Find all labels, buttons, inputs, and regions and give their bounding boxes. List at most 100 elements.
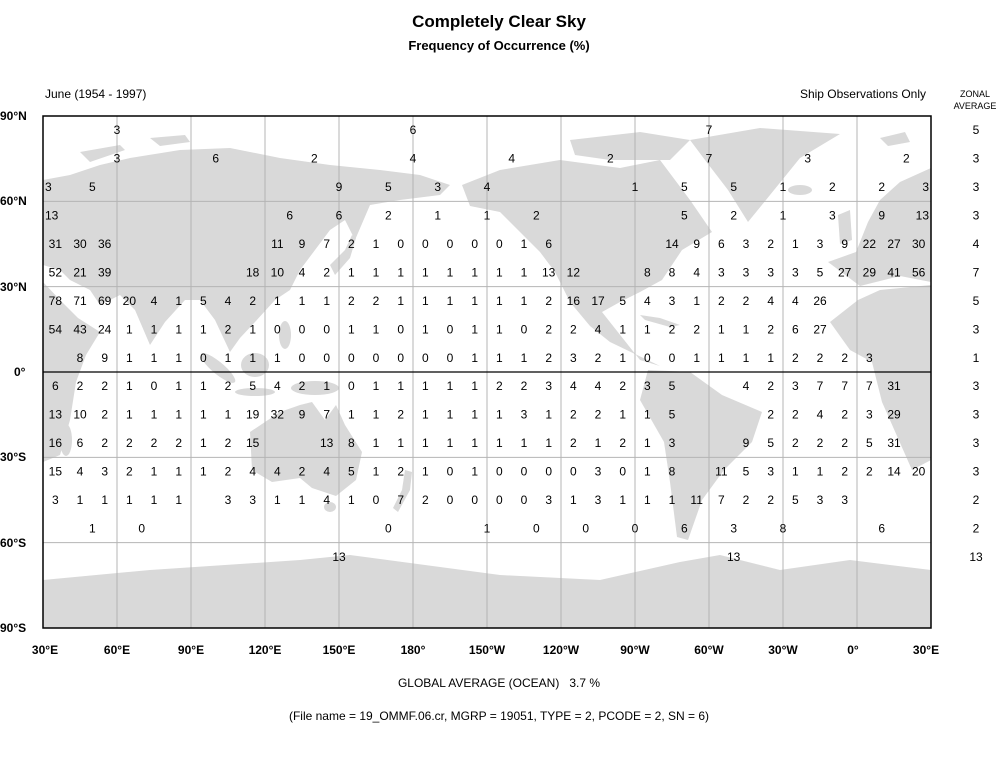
cell-value: 27 <box>887 237 901 251</box>
cell-value: 9 <box>336 180 343 194</box>
lon-label: 60°W <box>694 643 724 657</box>
cell-value: 2 <box>496 379 503 393</box>
cell-value: 0 <box>447 465 454 479</box>
cell-value: 5 <box>249 379 256 393</box>
cell-value: 2 <box>570 436 577 450</box>
cell-value: 1 <box>521 237 528 251</box>
cell-value: 1 <box>299 493 306 507</box>
cell-value: 18 <box>246 265 260 279</box>
cell-value: 1 <box>447 436 454 450</box>
cell-value: 0 <box>471 237 478 251</box>
cell-value: 1 <box>545 408 552 422</box>
cell-value: 2 <box>743 493 750 507</box>
cell-value: 3 <box>866 408 873 422</box>
cell-value: 0 <box>496 493 503 507</box>
cell-value: 5 <box>89 180 96 194</box>
cell-value: 6 <box>410 123 417 137</box>
cell-value: 4 <box>595 379 602 393</box>
cell-value: 6 <box>878 521 885 535</box>
cell-value: 2 <box>730 209 737 223</box>
cell-value: 0 <box>373 351 380 365</box>
cell-value: 3 <box>792 265 799 279</box>
cell-value: 1 <box>484 209 491 223</box>
global-average-value: 3.7 % <box>569 676 601 690</box>
cell-value: 3 <box>595 465 602 479</box>
cell-value: 5 <box>348 465 355 479</box>
cell-value: 9 <box>299 408 306 422</box>
cell-value: 4 <box>743 379 750 393</box>
cell-value: 0 <box>397 351 404 365</box>
cell-value: 1 <box>521 294 528 308</box>
cell-value: 2 <box>545 351 552 365</box>
cell-value: 0 <box>373 493 380 507</box>
global-average-label: GLOBAL AVERAGE (OCEAN) <box>397 676 560 690</box>
cell-value: 5 <box>743 465 750 479</box>
lat-label: 60°S <box>0 536 27 550</box>
lon-label: 60°E <box>103 643 131 657</box>
cell-value: 0 <box>422 351 429 365</box>
lon-label: 90°E <box>177 643 205 657</box>
cell-value: 2 <box>545 322 552 336</box>
cell-value: 2 <box>101 436 108 450</box>
cell-value: 4 <box>323 465 330 479</box>
zonal-average-value: 2 <box>973 493 980 507</box>
cell-value: 41 <box>887 265 901 279</box>
cell-value: 1 <box>422 379 429 393</box>
cell-value: 1 <box>422 265 429 279</box>
cell-value: 1 <box>151 408 158 422</box>
lon-label: 120°W <box>542 643 580 657</box>
cell-value: 6 <box>52 379 59 393</box>
new-guinea <box>291 381 339 395</box>
cell-value: 8 <box>77 351 84 365</box>
cell-value: 2 <box>878 180 885 194</box>
cell-value: 2 <box>841 465 848 479</box>
cell-value: 6 <box>718 237 725 251</box>
cell-value: 1 <box>175 351 182 365</box>
cell-value: 0 <box>496 465 503 479</box>
cell-value: 1 <box>249 351 256 365</box>
cell-value: 5 <box>730 180 737 194</box>
cell-value: 21 <box>73 265 87 279</box>
lon-label: 30°W <box>768 643 798 657</box>
cell-value: 2 <box>841 351 848 365</box>
cell-value: 1 <box>175 493 182 507</box>
cell-value: 6 <box>336 209 343 223</box>
cell-value: 2 <box>718 294 725 308</box>
cell-value: 1 <box>126 493 133 507</box>
cell-value: 4 <box>484 180 491 194</box>
cell-value: 0 <box>397 237 404 251</box>
cell-value: 0 <box>447 237 454 251</box>
cell-value: 1 <box>743 322 750 336</box>
cell-value: 52 <box>49 265 63 279</box>
cell-value: 4 <box>817 408 824 422</box>
cell-value: 1 <box>397 379 404 393</box>
cell-value: 1 <box>792 465 799 479</box>
cell-value: 1 <box>644 465 651 479</box>
cell-value: 1 <box>484 521 491 535</box>
cell-value: 14 <box>665 237 679 251</box>
cell-value: 1 <box>471 465 478 479</box>
cell-value: 2 <box>225 465 232 479</box>
cell-value: 1 <box>471 322 478 336</box>
cell-value: 1 <box>373 436 380 450</box>
cell-value: 13 <box>45 209 59 223</box>
cell-value: 7 <box>323 408 330 422</box>
cell-value: 2 <box>521 379 528 393</box>
lon-label: 30°E <box>912 643 940 657</box>
cell-value: 7 <box>841 379 848 393</box>
cell-value: 10 <box>271 265 285 279</box>
north-america <box>462 160 712 366</box>
cell-value: 13 <box>49 408 63 422</box>
novaya-zemlya <box>80 145 125 162</box>
cell-value: 6 <box>681 521 688 535</box>
cell-value: 56 <box>912 265 926 279</box>
cell-value: 1 <box>126 351 133 365</box>
cell-value: 1 <box>521 351 528 365</box>
map-frame <box>42 115 932 629</box>
cell-value: 1 <box>434 209 441 223</box>
cell-value: 0 <box>397 322 404 336</box>
cell-value: 2 <box>619 436 626 450</box>
cell-value: 1 <box>126 322 133 336</box>
cell-value: 2 <box>767 237 774 251</box>
